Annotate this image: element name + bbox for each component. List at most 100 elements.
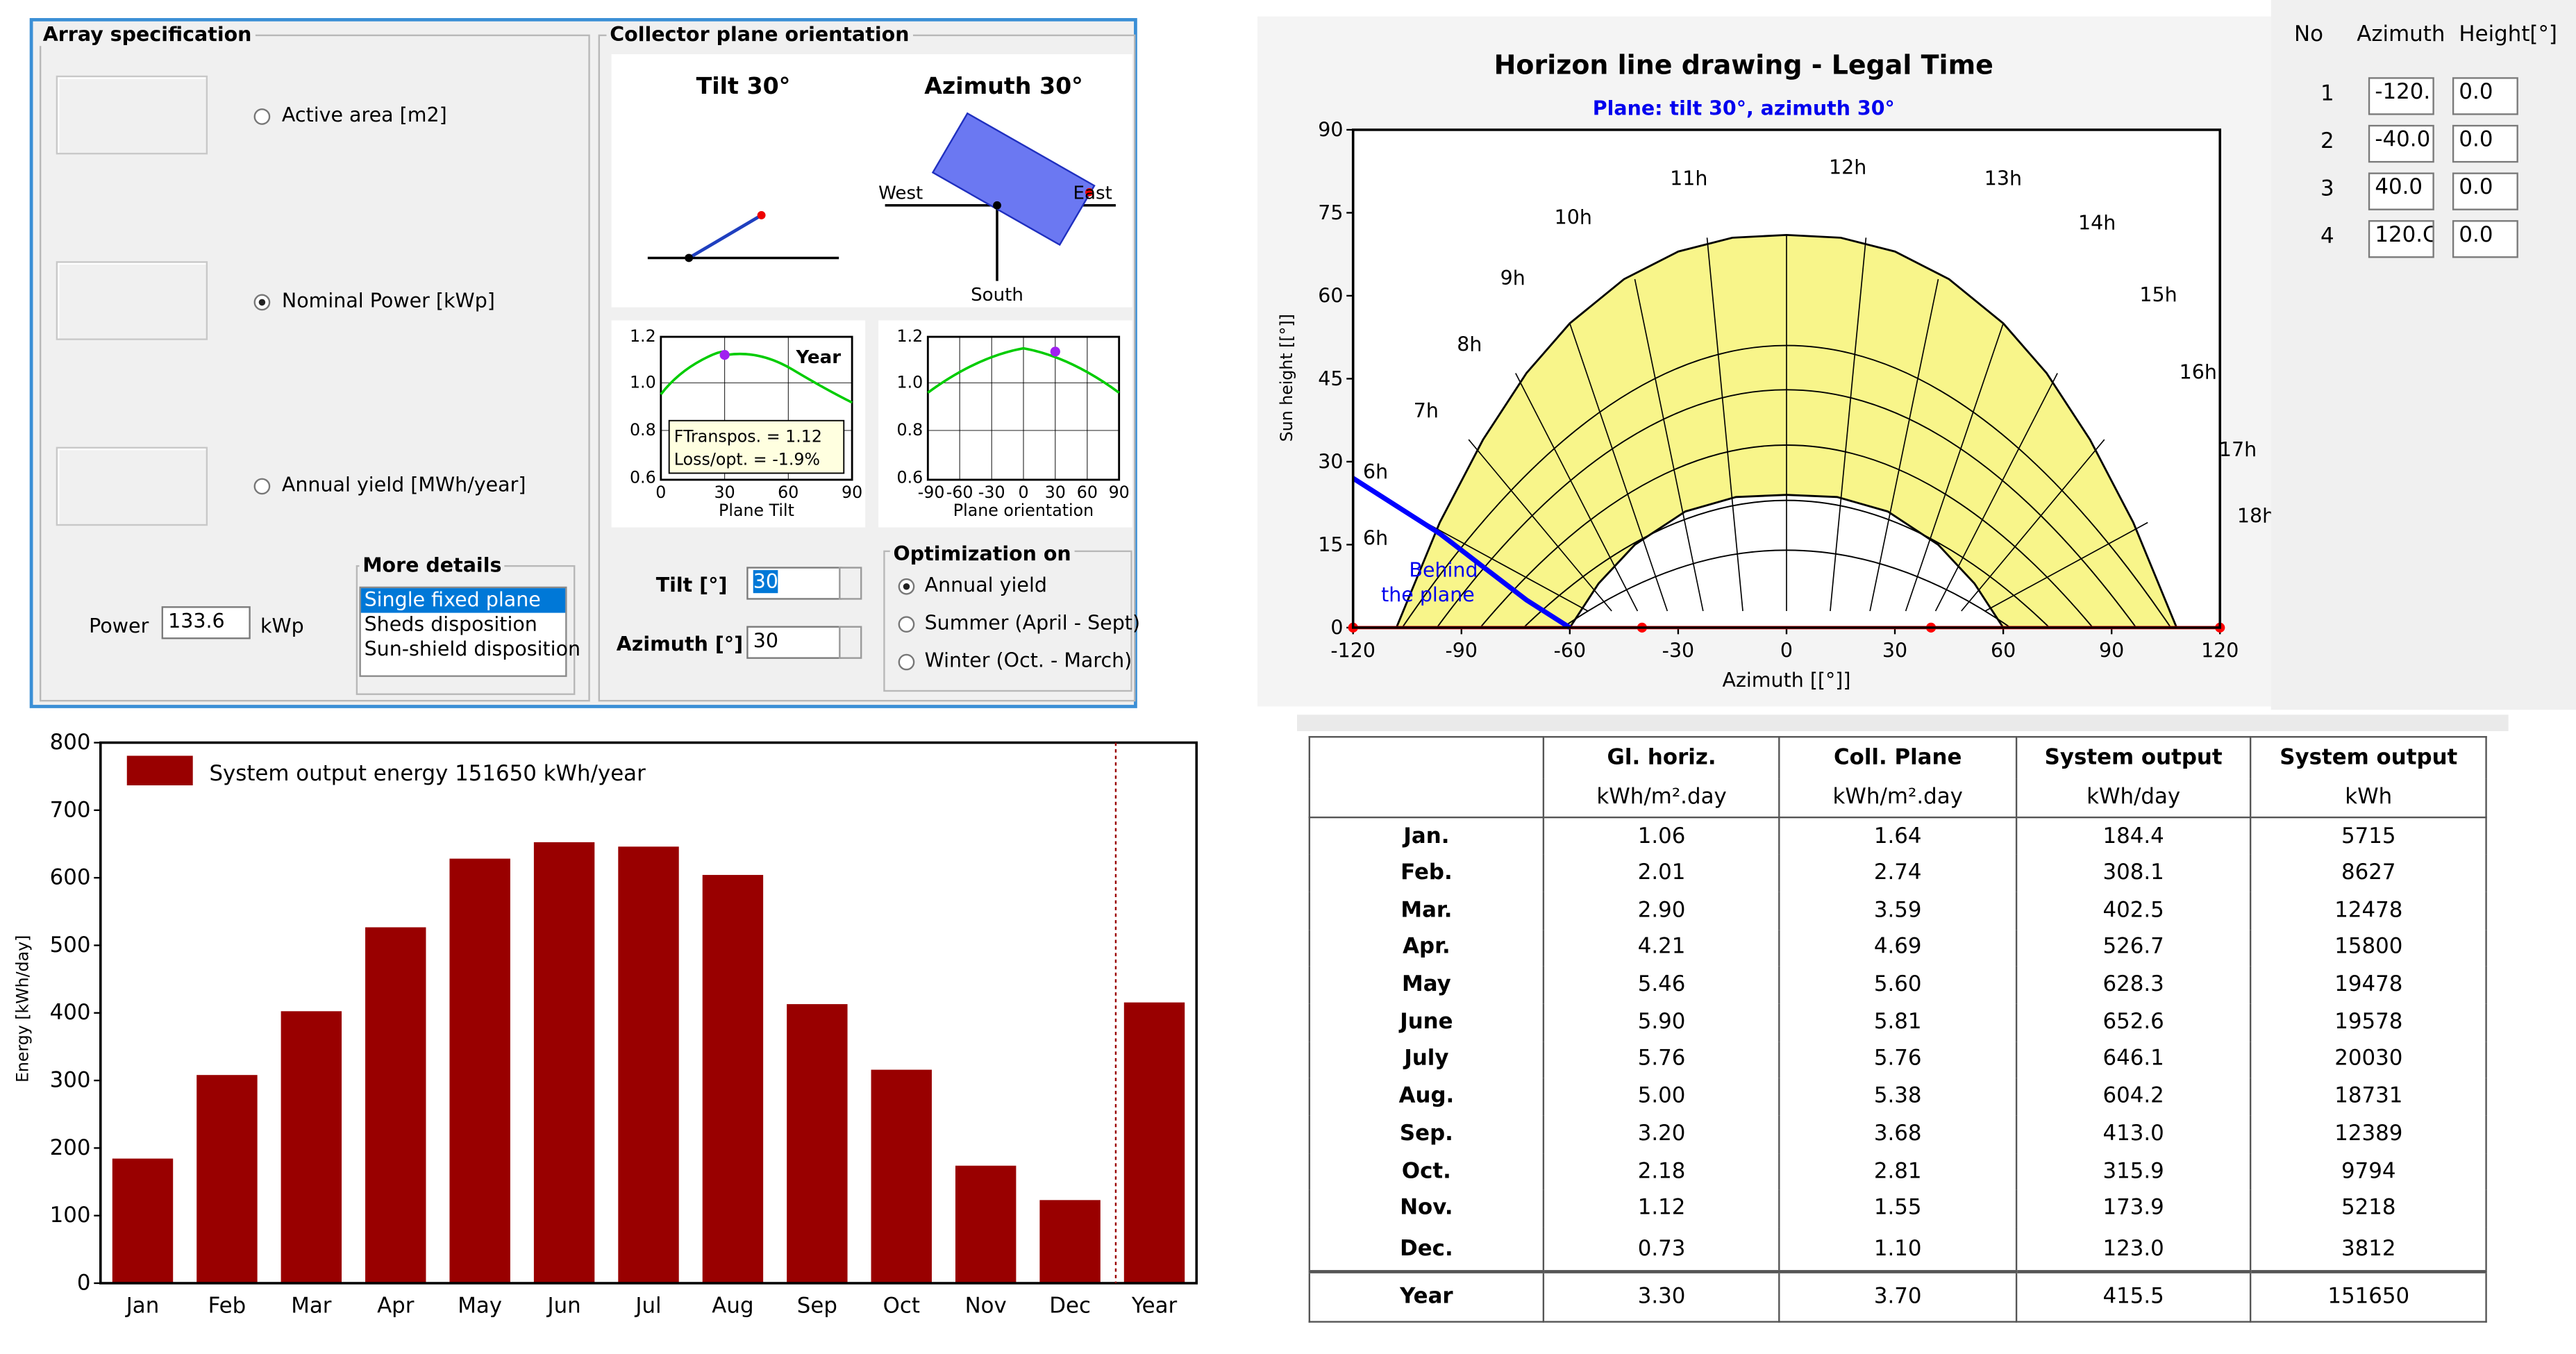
hour-label-2: 6h: [1363, 460, 1388, 483]
bar-feb: [196, 1075, 258, 1284]
azimuth-pivot-dot: [993, 201, 1001, 210]
hp-azimuth-input[interactable]: 120.C: [2368, 220, 2434, 258]
table-row: June 5.90 5.81 652.6 19578: [1308, 1003, 2487, 1042]
cell-month: May: [1308, 966, 1545, 1004]
annual-yield-radio[interactable]: [253, 478, 271, 495]
cell-month: Aug.: [1308, 1078, 1545, 1116]
hp-height-input[interactable]: 0.0: [2452, 220, 2518, 258]
energy-ylabel: Energy [kWh/day]: [12, 935, 32, 1083]
opt-summer-radio[interactable]: [898, 616, 915, 633]
tilt-spinner[interactable]: [839, 567, 862, 600]
hp-no: 2: [2320, 129, 2334, 155]
mini1-ytick-4: 0.6: [630, 468, 656, 487]
tilt-input[interactable]: 30: [746, 567, 842, 600]
cell-month: Oct.: [1308, 1153, 1545, 1191]
horizon-chart: Horizon line drawing - Legal Time Plane:…: [1277, 50, 2275, 692]
cell-sys-day: 652.6: [2015, 1003, 2252, 1042]
mini-chart-orientation: 1.2 1.0 0.8 0.6 -90 -60 -30 0 30 60 90 P…: [878, 320, 1132, 528]
bar-mar: [281, 1011, 342, 1284]
cell-gl: 0.73: [1542, 1227, 1781, 1273]
table-row: May 5.46 5.60 628.3 19478: [1308, 966, 2487, 1004]
opt-winter-radio[interactable]: [898, 653, 915, 671]
cell-sys: 3812: [2250, 1227, 2487, 1273]
cell-coll: 3.70: [1778, 1270, 2017, 1322]
mini1-marker: [719, 350, 730, 360]
hp-height-input[interactable]: 0.0: [2452, 172, 2518, 210]
cell-sys-day: 315.9: [2015, 1153, 2252, 1191]
hour-label-7: 11h: [1670, 167, 1707, 190]
mini1-ytick-1: 1.2: [630, 326, 656, 346]
hour-line-1: [1425, 521, 1589, 612]
more-details-list[interactable]: Single fixed plane Sheds disposition Sun…: [359, 586, 581, 677]
bar-oct: [871, 1069, 932, 1284]
energy-ytick-9: 800: [50, 730, 91, 755]
horizon-behind-1: Behind: [1409, 559, 1478, 582]
energy-xtick-dec: Dec: [1049, 1294, 1091, 1319]
annual-yield-label: Annual yield [MWh/year]: [281, 473, 526, 496]
hp-azimuth-input[interactable]: -120.: [2368, 77, 2434, 115]
energy-ytick-3: 200: [50, 1135, 91, 1160]
more-details-title: More details: [359, 553, 505, 577]
bar-nov: [955, 1165, 1017, 1284]
active-area-box[interactable]: [56, 75, 208, 155]
unit-coll-plane: kWh/m².day: [1778, 778, 2017, 819]
hp-header-no: No: [2294, 23, 2324, 48]
mini1-xtick-1: 0: [655, 483, 666, 502]
unit-empty: [1308, 778, 1545, 819]
cell-coll: 5.76: [1778, 1041, 2017, 1078]
hour-label-4: 8h: [1457, 333, 1482, 356]
cell-month: Mar.: [1308, 892, 1545, 930]
table-row: Dec. 0.73 1.10 123.0 3812: [1308, 1227, 2487, 1273]
cell-gl: 5.90: [1542, 1003, 1781, 1042]
tilt-label: Tilt [°]: [655, 573, 728, 596]
cell-gl: 1.06: [1542, 817, 1781, 855]
hp-azimuth-input[interactable]: 40.0: [2368, 172, 2434, 210]
nominal-power-label: Nominal Power [kWp]: [281, 289, 495, 312]
hour-line-3: [1515, 373, 1639, 612]
hp-height-input[interactable]: 0.0: [2452, 77, 2518, 115]
mini1-xtick-4: 90: [842, 483, 862, 502]
list-item-single-fixed-plane[interactable]: Single fixed plane: [360, 588, 566, 613]
list-item-sun-shield[interactable]: Sun-shield disposition: [364, 637, 581, 661]
hour-line-10: [1905, 323, 2004, 612]
hour-line-5: [1634, 278, 1704, 612]
azimuth-plane-rect: [931, 112, 1096, 246]
hour-label-6: 10h: [1555, 206, 1592, 228]
opt-annual-radio[interactable]: [898, 578, 915, 595]
cell-gl: 5.46: [1542, 966, 1781, 1004]
hz-ytick-6: 75: [1318, 201, 1343, 224]
power-unit: kWp: [260, 614, 304, 638]
energy-ytick-8: 700: [50, 797, 91, 822]
mini1-ytick-2: 1.0: [630, 372, 656, 392]
nominal-power-radio[interactable]: [253, 294, 271, 311]
cell-gl: 3.30: [1542, 1270, 1781, 1322]
hz-ytick-4: 45: [1318, 367, 1343, 390]
cell-month: Dec.: [1308, 1227, 1545, 1273]
list-item-sheds-disposition[interactable]: Sheds disposition: [364, 612, 537, 636]
horizon-points-panel: No Azimuth Height[°] 1 -120. 0.0 2 -40.0 0.0 3…: [2270, 0, 2576, 710]
cell-sys: 5715: [2250, 817, 2487, 855]
azimuth-input[interactable]: 30: [746, 626, 842, 659]
hz-xtick-3: -60: [1554, 640, 1586, 662]
nominal-power-box[interactable]: [56, 261, 208, 340]
opt-summer-label: Summer (April - Sept): [924, 611, 1141, 635]
azimuth-spinner[interactable]: [839, 626, 862, 659]
table-row: Nov. 1.12 1.55 173.9 5218: [1308, 1190, 2487, 1228]
mini2-ytick-4: 0.6: [896, 468, 923, 487]
cell-month: Apr.: [1308, 929, 1545, 967]
active-area-radio[interactable]: [253, 108, 271, 125]
energy-ytick-7: 600: [50, 865, 91, 890]
cell-sys: 12389: [2250, 1115, 2487, 1153]
cell-gl: 2.90: [1542, 892, 1781, 930]
th-system-output: System output: [2250, 736, 2487, 778]
hour-label-14: 18h: [2237, 505, 2271, 528]
monthly-table: Gl. horiz. Coll. Plane System output Sys…: [1308, 736, 2487, 1322]
table-row: Sep. 3.20 3.68 413.0 12389: [1308, 1115, 2487, 1153]
annual-yield-box[interactable]: [56, 446, 208, 526]
power-input[interactable]: 133.6: [161, 606, 251, 640]
cell-gl: 1.12: [1542, 1190, 1781, 1228]
hp-height-input[interactable]: 0.0: [2452, 124, 2518, 163]
cell-sys-day: 402.5: [2015, 892, 2252, 930]
hp-azimuth-input[interactable]: -40.0: [2368, 124, 2434, 163]
energy-ytick-1: 0: [77, 1271, 91, 1296]
